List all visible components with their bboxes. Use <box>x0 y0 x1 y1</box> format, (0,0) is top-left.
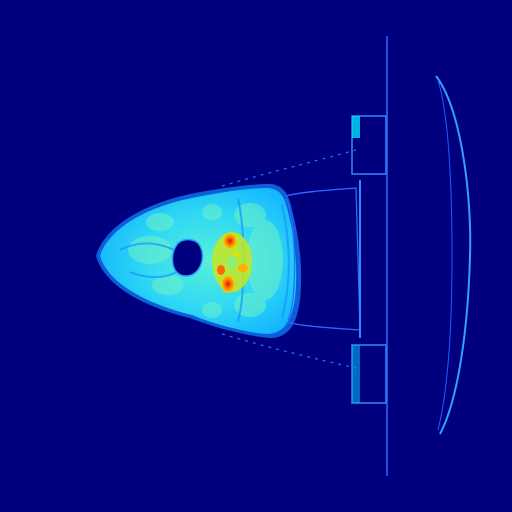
ct-scan-viewport <box>0 0 512 512</box>
ct-scan-image <box>0 0 512 512</box>
